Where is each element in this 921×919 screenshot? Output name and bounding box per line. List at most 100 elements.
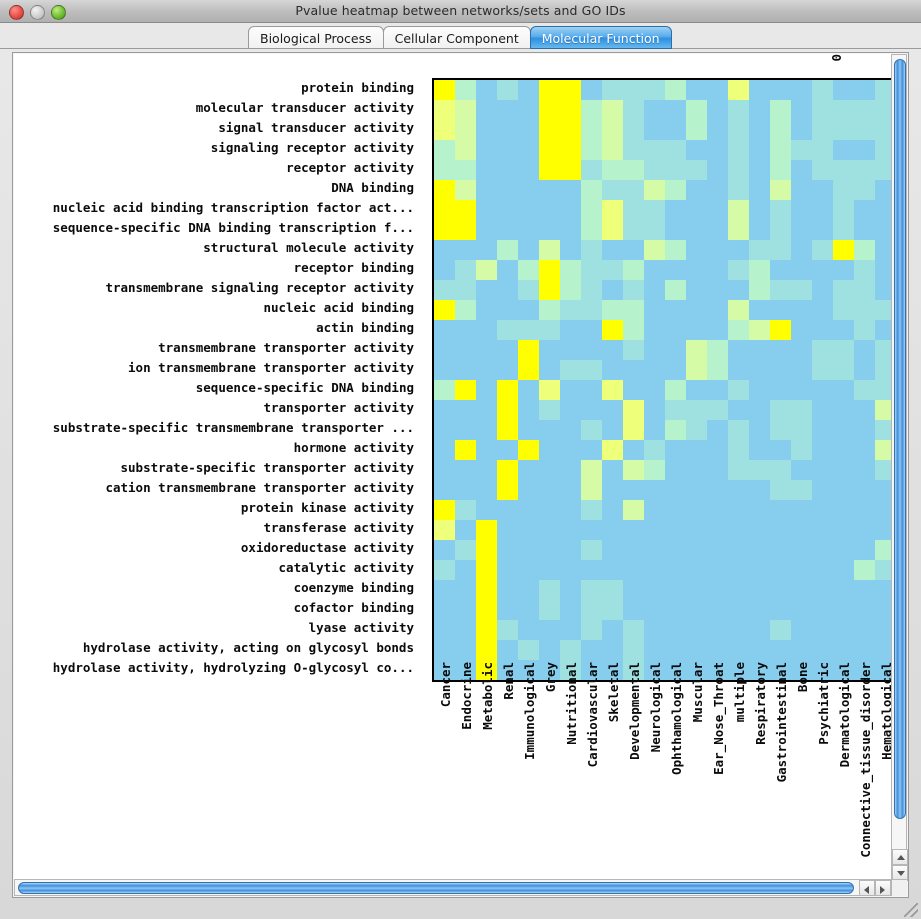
heatmap-cell[interactable] (455, 440, 476, 460)
heatmap-cell[interactable] (728, 480, 749, 500)
heatmap-cell[interactable] (833, 360, 854, 380)
heatmap-cell[interactable] (497, 80, 518, 100)
heatmap-cell[interactable] (665, 280, 686, 300)
heatmap-cell[interactable] (644, 620, 665, 640)
heatmap-cell[interactable] (749, 260, 770, 280)
heatmap-cell[interactable] (518, 340, 539, 360)
heatmap-cell[interactable] (623, 100, 644, 120)
heatmap-cell[interactable] (644, 240, 665, 260)
heatmap-cell[interactable] (581, 440, 602, 460)
heatmap-cell[interactable] (623, 640, 644, 660)
heatmap-cell[interactable] (875, 360, 892, 380)
heatmap-cell[interactable] (434, 440, 455, 460)
heatmap-cell[interactable] (812, 160, 833, 180)
heatmap-cell[interactable] (560, 560, 581, 580)
heatmap-cell[interactable] (518, 140, 539, 160)
heatmap-cell[interactable] (518, 120, 539, 140)
heatmap-cell[interactable] (728, 580, 749, 600)
heatmap-cell[interactable] (728, 320, 749, 340)
heatmap-cell[interactable] (728, 540, 749, 560)
heatmap-cell[interactable] (644, 500, 665, 520)
heatmap-cell[interactable] (497, 380, 518, 400)
heatmap-cell[interactable] (728, 520, 749, 540)
heatmap-cell[interactable] (791, 260, 812, 280)
heatmap-cell[interactable] (644, 300, 665, 320)
heatmap-cell[interactable] (854, 540, 875, 560)
heatmap-cell[interactable] (854, 120, 875, 140)
heatmap-cell[interactable] (476, 360, 497, 380)
heatmap-cell[interactable] (770, 480, 791, 500)
heatmap-cell[interactable] (875, 400, 892, 420)
heatmap-cell[interactable] (644, 320, 665, 340)
heatmap-cell[interactable] (875, 340, 892, 360)
heatmap-cell[interactable] (686, 480, 707, 500)
heatmap-cell[interactable] (497, 640, 518, 660)
heatmap-cell[interactable] (497, 480, 518, 500)
heatmap-cell[interactable] (728, 280, 749, 300)
heatmap-cell[interactable] (455, 580, 476, 600)
heatmap-cell[interactable] (560, 620, 581, 640)
heatmap-cell[interactable] (644, 540, 665, 560)
heatmap-cell[interactable] (602, 220, 623, 240)
heatmap-cell[interactable] (455, 420, 476, 440)
heatmap-cell[interactable] (581, 360, 602, 380)
heatmap-cell[interactable] (686, 240, 707, 260)
heatmap-cell[interactable] (812, 100, 833, 120)
heatmap-cell[interactable] (581, 80, 602, 100)
heatmap-cell[interactable] (791, 280, 812, 300)
heatmap-cell[interactable] (560, 500, 581, 520)
heatmap-cell[interactable] (581, 380, 602, 400)
heatmap-cell[interactable] (728, 400, 749, 420)
heatmap-cell[interactable] (665, 120, 686, 140)
heatmap-cell[interactable] (518, 540, 539, 560)
heatmap-cell[interactable] (560, 640, 581, 660)
heatmap-cell[interactable] (665, 240, 686, 260)
heatmap-cell[interactable] (854, 220, 875, 240)
heatmap-cell[interactable] (518, 240, 539, 260)
heatmap-cell[interactable] (455, 660, 476, 680)
heatmap-cell[interactable] (581, 140, 602, 160)
heatmap-cell[interactable] (854, 140, 875, 160)
heatmap-cell[interactable] (560, 300, 581, 320)
heatmap-cell[interactable] (623, 360, 644, 380)
heatmap-cell[interactable] (455, 320, 476, 340)
heatmap-cell[interactable] (539, 400, 560, 420)
heatmap-cell[interactable] (791, 420, 812, 440)
heatmap-cell[interactable] (518, 520, 539, 540)
heatmap-cell[interactable] (875, 560, 892, 580)
heatmap-cell[interactable] (581, 480, 602, 500)
heatmap-cell[interactable] (791, 660, 812, 680)
heatmap-cell[interactable] (791, 240, 812, 260)
heatmap-cell[interactable] (455, 600, 476, 620)
heatmap-cell[interactable] (728, 160, 749, 180)
heatmap-cell[interactable] (833, 80, 854, 100)
heatmap-cell[interactable] (812, 620, 833, 640)
heatmap-cell[interactable] (875, 480, 892, 500)
heatmap-cell[interactable] (455, 520, 476, 540)
heatmap-cell[interactable] (560, 540, 581, 560)
heatmap-cell[interactable] (455, 260, 476, 280)
heatmap-cell[interactable] (770, 540, 791, 560)
close-window-button[interactable] (9, 5, 24, 20)
heatmap-cell[interactable] (665, 320, 686, 340)
heatmap-cell[interactable] (707, 620, 728, 640)
heatmap-cell[interactable] (539, 120, 560, 140)
heatmap-cell[interactable] (476, 240, 497, 260)
heatmap-cell[interactable] (854, 520, 875, 540)
heatmap-cell[interactable] (665, 480, 686, 500)
heatmap-cell[interactable] (791, 620, 812, 640)
heatmap-cell[interactable] (875, 320, 892, 340)
heatmap-cell[interactable] (770, 420, 791, 440)
heatmap-cell[interactable] (875, 100, 892, 120)
heatmap-cell[interactable] (602, 300, 623, 320)
heatmap-cell[interactable] (518, 160, 539, 180)
heatmap-cell[interactable] (665, 260, 686, 280)
heatmap-cell[interactable] (707, 340, 728, 360)
heatmap-cell[interactable] (476, 620, 497, 640)
heatmap-cell[interactable] (791, 180, 812, 200)
heatmap-cell[interactable] (707, 540, 728, 560)
heatmap-cell[interactable] (602, 520, 623, 540)
heatmap-cell[interactable] (875, 240, 892, 260)
heatmap-cell[interactable] (518, 80, 539, 100)
heatmap-cell[interactable] (770, 640, 791, 660)
